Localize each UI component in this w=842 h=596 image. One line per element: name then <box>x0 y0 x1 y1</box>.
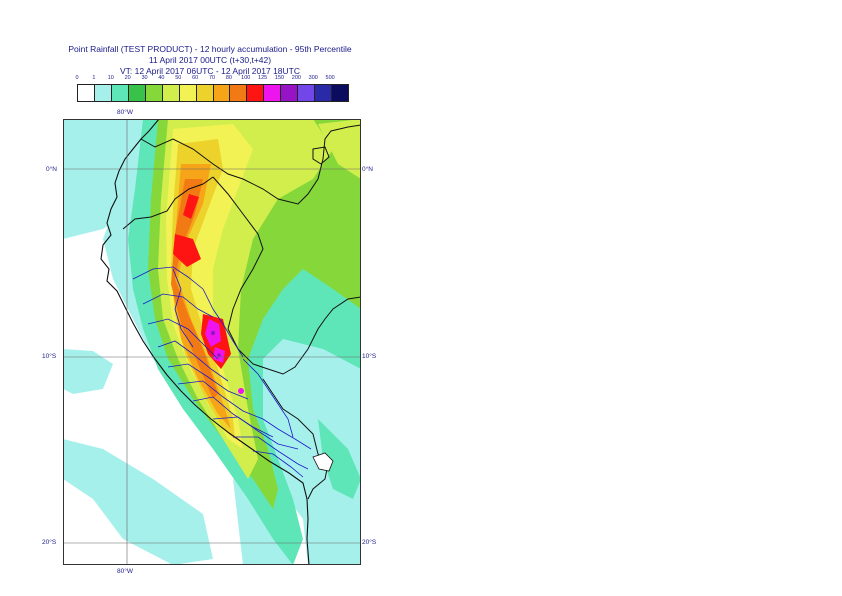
legend-swatch <box>162 85 180 101</box>
lat-label-left-0: 0°N <box>46 166 57 173</box>
lake-titicaca <box>312 452 334 472</box>
lat-label-right-0: 0°N <box>362 166 373 173</box>
legend-label: 80 <box>225 75 232 81</box>
legend-label: 20 <box>124 75 131 81</box>
legend-swatch <box>145 85 163 101</box>
rainfall-mint-south <box>318 419 361 499</box>
legend-label: 50 <box>175 75 182 81</box>
rainfall-map <box>63 119 361 565</box>
legend-label: 300 <box>308 75 318 81</box>
rainfall-purple-cores <box>210 330 221 357</box>
legend-swatch <box>247 85 265 101</box>
lon-label-top: 80°W <box>117 109 133 116</box>
legend-label: 125 <box>258 75 268 81</box>
legend-swatch <box>264 85 282 101</box>
legend-swatch <box>213 85 231 101</box>
lat-label-right-20: 20°S <box>362 539 377 546</box>
legend-swatch <box>230 85 248 101</box>
legend-swatch <box>196 85 214 101</box>
legend-swatch <box>281 85 299 101</box>
graticule <box>63 119 361 565</box>
lon-label-bottom: 80°W <box>117 568 133 575</box>
legend-swatch <box>315 85 333 101</box>
legend-swatch <box>94 85 112 101</box>
lat-label-right-10: 10°S <box>362 353 377 360</box>
forecast-run-time: 11 April 2017 00UTC (t+30,t+42) <box>148 55 272 65</box>
legend-swatch <box>128 85 146 101</box>
legend-swatch <box>298 85 316 101</box>
legend-label: 150 <box>274 75 285 81</box>
validity-time: VT: 12 April 2017 06UTC - 12 April 2017 … <box>119 66 300 76</box>
legend-label: 70 <box>208 75 216 81</box>
legend-swatch <box>179 85 197 101</box>
legend-swatch <box>111 85 129 101</box>
map-frame <box>63 119 361 565</box>
legend-swatch <box>332 85 348 101</box>
map-title: Point Rainfall (TEST PRODUCT) - 12 hourl… <box>68 44 352 54</box>
rainfall-darkorange <box>171 179 218 399</box>
legend-label: 500 <box>325 75 335 81</box>
legend-colorbar <box>77 84 349 102</box>
legend-label: 0 <box>75 75 79 81</box>
legend-swatch <box>78 85 95 101</box>
legend-label: 30 <box>141 75 148 81</box>
country-borders <box>122 124 361 500</box>
legend-label: 1 <box>92 75 96 81</box>
legend-label: 40 <box>158 75 165 81</box>
lat-label-left-10: 10°S <box>42 353 57 360</box>
legend-label: 10 <box>107 75 114 81</box>
legend-labels: 0 1 10 20 30 40 50 60 70 80 100 125 150 200 300 500 <box>70 75 360 83</box>
legend-label: 60 <box>192 75 199 81</box>
legend-label: 200 <box>291 75 301 81</box>
lat-label-left-20: 20°S <box>42 539 57 546</box>
legend-label: 100 <box>241 75 251 81</box>
regional-borders <box>132 266 312 478</box>
coastline <box>100 119 310 565</box>
